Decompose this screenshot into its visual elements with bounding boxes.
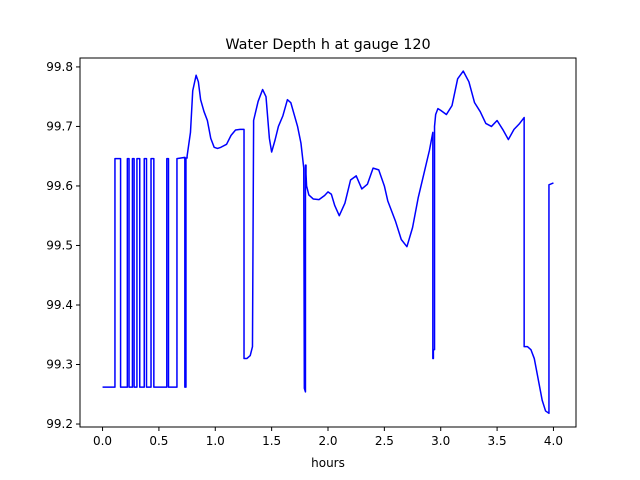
x-tick-label: 1.5 bbox=[262, 434, 281, 448]
plot-area bbox=[102, 70, 554, 415]
y-tick-label: 99.3 bbox=[46, 358, 73, 372]
x-tick-label: 4.0 bbox=[544, 434, 563, 448]
chart-title: Water Depth h at gauge 120 bbox=[225, 37, 430, 53]
axes-frame bbox=[79, 57, 577, 428]
x-tick-label: 0.5 bbox=[149, 434, 168, 448]
y-axis: 99.2 99.3 99.4 99.5 99.6 99.7 99.8 bbox=[46, 60, 80, 431]
x-axis-label: hours bbox=[311, 456, 345, 470]
x-tick-label: 2.5 bbox=[375, 434, 394, 448]
x-axis: 0.0 0.5 1.0 1.5 2.0 2.5 3.0 3.5 4.0 bbox=[93, 427, 563, 448]
y-tick-label: 99.2 bbox=[46, 417, 73, 431]
x-tick-label: 0.0 bbox=[93, 434, 112, 448]
x-tick-label: 2.0 bbox=[318, 434, 337, 448]
y-tick-label: 99.5 bbox=[46, 238, 73, 252]
x-tick-label: 3.0 bbox=[431, 434, 450, 448]
y-tick-label: 99.8 bbox=[46, 60, 73, 74]
x-tick-label: 1.0 bbox=[206, 434, 225, 448]
y-tick-label: 99.4 bbox=[46, 298, 73, 312]
y-tick-label: 99.6 bbox=[46, 179, 73, 193]
series-line-0 bbox=[102, 70, 554, 415]
x-tick-label: 3.5 bbox=[488, 434, 507, 448]
y-tick-label: 99.7 bbox=[46, 119, 73, 133]
